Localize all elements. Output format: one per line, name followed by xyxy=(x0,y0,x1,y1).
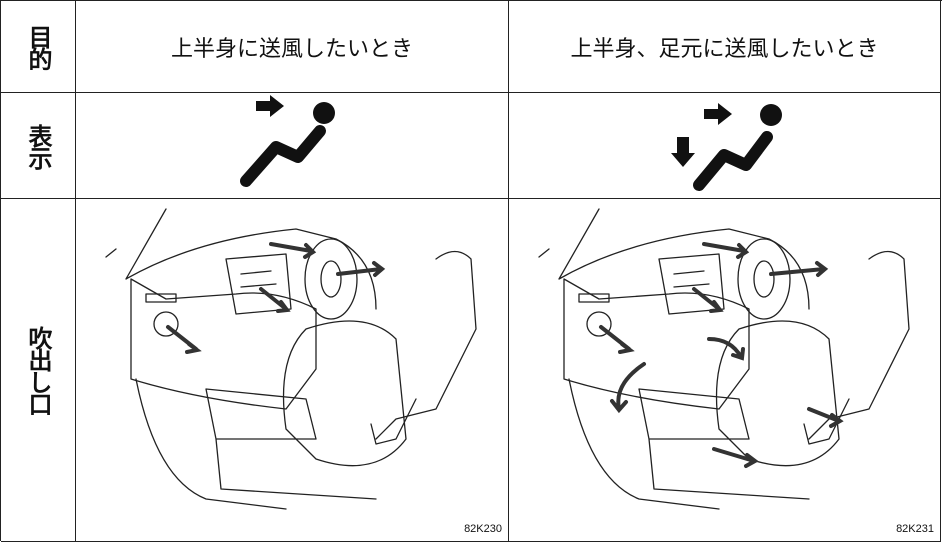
cell: 上半身に送風したいとき xyxy=(76,1,509,93)
column-header: 上半身に送風したいとき xyxy=(170,36,413,62)
mode-icon xyxy=(240,94,335,187)
cell: 上半身、足元に送風したいとき xyxy=(509,1,941,93)
mode-icon xyxy=(671,102,782,191)
figure-code: 82K231 xyxy=(896,523,934,535)
vent-illustration xyxy=(538,207,910,510)
row-label: 吹出し口 xyxy=(24,326,52,414)
cell: 82K231 xyxy=(509,199,941,542)
cell: 吹出し口 xyxy=(1,199,76,542)
column-header: 上半身、足元に送風したいとき xyxy=(570,36,879,62)
cell: 目的 xyxy=(1,1,76,93)
vent-illustration xyxy=(105,207,477,510)
cell: 82K230 xyxy=(76,199,509,542)
cell: 表示 xyxy=(1,93,76,199)
row-label: 表示 xyxy=(24,123,52,168)
figure-code: 82K230 xyxy=(464,523,502,535)
row-label: 目的 xyxy=(24,24,52,69)
cell xyxy=(76,93,509,199)
cell xyxy=(509,93,941,199)
